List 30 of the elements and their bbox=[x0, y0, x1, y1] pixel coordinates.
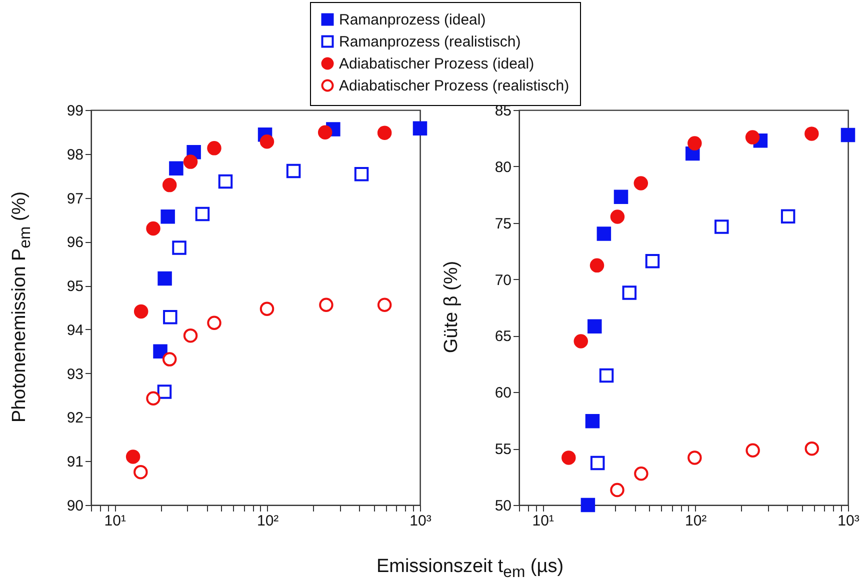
y-axis-title: Güte β (%) bbox=[441, 260, 463, 354]
y-tick-label: 98 bbox=[66, 146, 84, 164]
y-tick-label: 92 bbox=[66, 410, 84, 427]
legend-label: Ramanprozess (realistisch) bbox=[339, 34, 521, 50]
y-tick-label: 80 bbox=[494, 158, 512, 176]
x-axis-title: Emissionszeit t$_{em}$ (µs) bbox=[376, 556, 564, 582]
y-tick-label: 60 bbox=[494, 384, 512, 402]
x-tick-label: 10³ bbox=[410, 512, 432, 530]
x-tick-label: 10¹ bbox=[104, 512, 126, 530]
y-tick-label: 70 bbox=[494, 272, 512, 289]
y-tick-label: 75 bbox=[494, 215, 512, 232]
y-tick-label: 50 bbox=[494, 498, 512, 514]
y-tick-label: 55 bbox=[494, 441, 512, 458]
y-tick-label: 99 bbox=[66, 102, 84, 120]
x-tick-label: 10¹ bbox=[532, 512, 554, 530]
y-tick-label: 96 bbox=[66, 234, 84, 252]
legend-label: Adiabatischer Prozess (realistisch) bbox=[339, 78, 570, 94]
y-tick-label: 95 bbox=[66, 278, 84, 296]
y-tick-label: 85 bbox=[494, 102, 512, 120]
y-tick-label: 90 bbox=[66, 498, 84, 514]
y-tick-label: 97 bbox=[66, 190, 84, 208]
x-tick-label: 10³ bbox=[838, 512, 860, 530]
y-tick-label: 93 bbox=[66, 366, 84, 383]
x-tick-label: 10² bbox=[256, 512, 279, 530]
y-tick-label: 91 bbox=[66, 454, 84, 471]
legend-label: Ramanprozess (ideal) bbox=[339, 12, 486, 28]
legend-label: Adiabatischer Prozess (ideal) bbox=[339, 56, 534, 72]
y-tick-label: 94 bbox=[66, 322, 84, 339]
x-tick-label: 10² bbox=[684, 512, 707, 530]
y-tick-label: 65 bbox=[494, 328, 512, 346]
